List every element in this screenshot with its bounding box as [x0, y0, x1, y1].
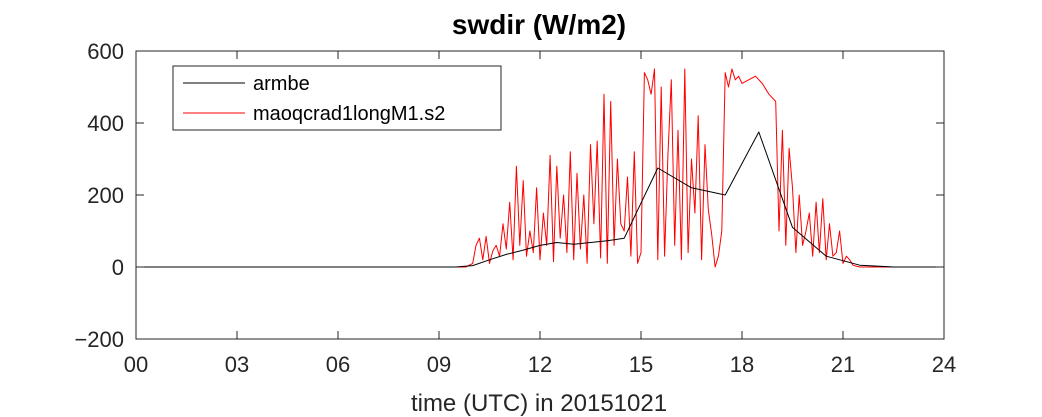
chart-title: swdir (W/m2): [452, 9, 626, 40]
legend-label-0: armbe: [253, 73, 310, 95]
y-tick-label: 200: [87, 183, 124, 208]
y-tick-label: −200: [74, 327, 124, 352]
x-tick-label: 18: [730, 352, 754, 377]
plot-area: [136, 68, 944, 268]
y-tick-label: 0: [112, 255, 124, 280]
series-line-1: [136, 68, 944, 268]
legend-box: [172, 65, 502, 131]
x-axis-label: time (UTC) in 20151021: [411, 390, 667, 417]
series-line-0: [136, 131, 944, 268]
y-tick-label: 600: [87, 39, 124, 64]
x-tick-label: 03: [225, 352, 249, 377]
x-tick-label: 24: [932, 352, 956, 377]
x-tick-label: 15: [629, 352, 653, 377]
x-tick-label: 12: [528, 352, 552, 377]
x-tick-label: 00: [124, 352, 148, 377]
x-tick-label: 09: [427, 352, 451, 377]
y-tick-label: 400: [87, 111, 124, 136]
axes-ticks: 00 03 06 09 12 15 18 21 24 −200 0 200 400 600: [74, 39, 956, 377]
legend-label-1: maoqcrad1longM1.s2: [253, 103, 445, 125]
legend: armbe maoqcrad1longM1.s2: [172, 65, 502, 131]
x-tick-label: 06: [326, 352, 350, 377]
x-tick-label: 21: [831, 352, 855, 377]
